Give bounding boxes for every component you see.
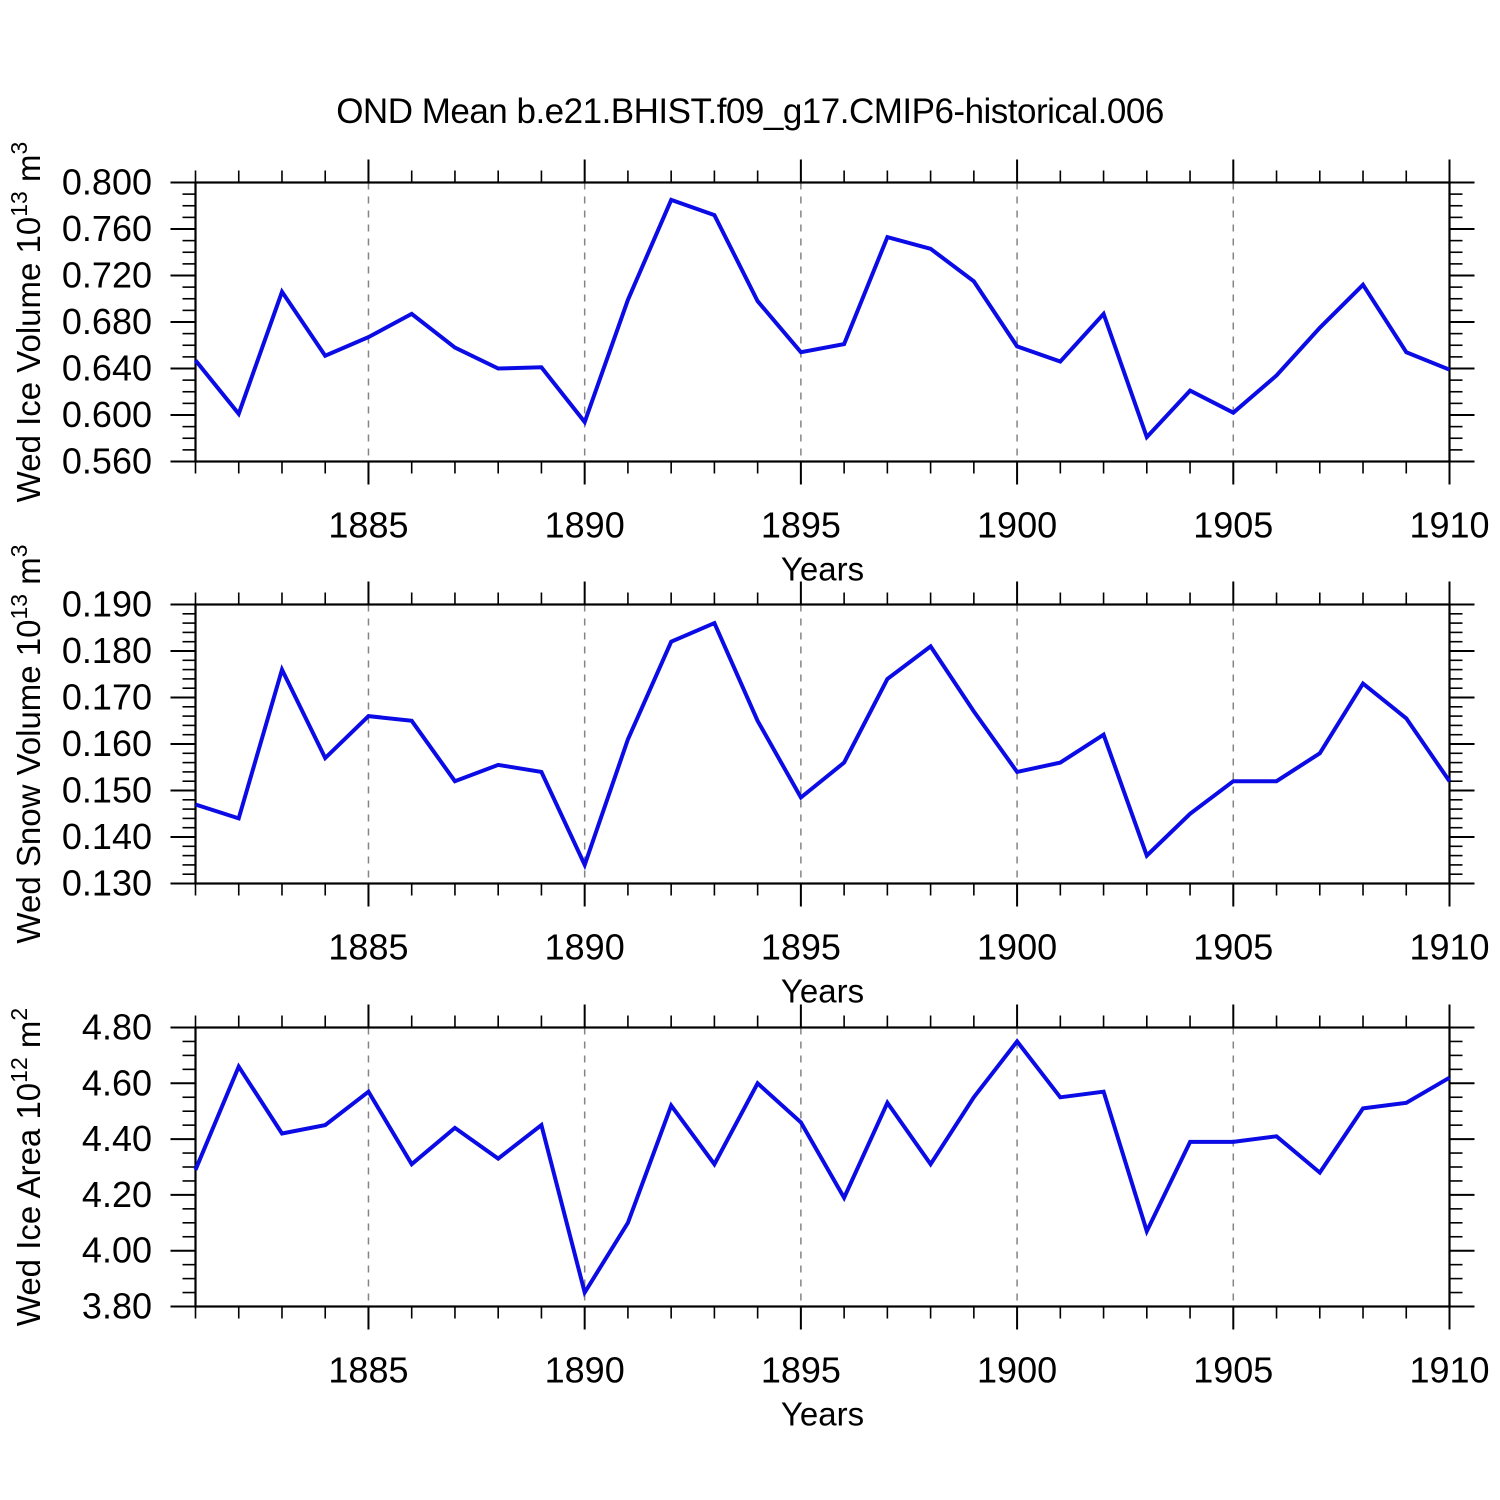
y-tick-label: 0.130 xyxy=(62,863,152,904)
y-tick-label: 0.560 xyxy=(62,441,152,482)
y-tick-label: 4.40 xyxy=(82,1118,152,1159)
x-tick-label: 1905 xyxy=(1193,1350,1273,1391)
x-tick-label: 1910 xyxy=(1409,1350,1489,1391)
y-tick-label: 0.760 xyxy=(62,208,152,249)
x-tick-label: 1885 xyxy=(328,927,408,968)
panel-wed-snow-volume: 0.130 0.140 0.150 0.160 0.170 0.180 0.190 1885 1… xyxy=(6,544,1490,1009)
x-tick-label: 1890 xyxy=(545,505,625,546)
y-tick-label: 0.160 xyxy=(62,723,152,764)
wed-ice-area-line xyxy=(193,1038,1451,1298)
x-tick-label: 1905 xyxy=(1193,927,1273,968)
y-tick-label: 0.800 xyxy=(62,162,152,203)
x-tick-label: 1885 xyxy=(328,505,408,546)
y-axis-title: Wed Snow Volume 1013 m3 xyxy=(6,544,47,943)
x-tick-label: 1890 xyxy=(545,927,625,968)
wed-ice-volume-line xyxy=(193,197,1451,441)
y-tick-label: 0.600 xyxy=(62,394,152,435)
x-axis-title: Years xyxy=(781,551,864,588)
x-tick-label: 1895 xyxy=(761,505,841,546)
y-tick-label: 0.140 xyxy=(62,816,152,857)
y-tick-label: 0.680 xyxy=(62,301,152,342)
y-axis-title: Wed Ice Area 1012 m2 xyxy=(6,1008,47,1326)
y-tick-label: 3.80 xyxy=(82,1286,152,1327)
x-tick-label: 1900 xyxy=(977,505,1057,546)
y-tick-label: 4.80 xyxy=(82,1007,152,1048)
x-tick-label: 1900 xyxy=(977,927,1057,968)
y-tick-label: 4.00 xyxy=(82,1230,152,1271)
x-tick-label: 1910 xyxy=(1409,505,1489,546)
x-tick-label: 1895 xyxy=(761,927,841,968)
x-tick-label: 1895 xyxy=(761,1350,841,1391)
y-tick-label: 0.150 xyxy=(62,770,152,811)
x-tick-label: 1885 xyxy=(328,1350,408,1391)
y-tick-label: 0.180 xyxy=(62,630,152,671)
x-tick-label: 1910 xyxy=(1409,927,1489,968)
y-tick-label: 4.20 xyxy=(82,1174,152,1215)
y-tick-label: 0.640 xyxy=(62,348,152,389)
y-axis-title: Wed Ice Volume 1013 m3 xyxy=(6,142,47,503)
plot-frame xyxy=(194,603,1451,885)
x-tick-label: 1900 xyxy=(977,1350,1057,1391)
x-axis-title: Years xyxy=(781,973,864,1010)
x-tick-label: 1905 xyxy=(1193,505,1273,546)
panel-wed-ice-volume: 0.560 0.600 0.640 0.680 0.720 0.760 0.800 1885 1… xyxy=(6,142,1490,588)
panel-wed-ice-area: 3.80 4.00 4.20 4.40 4.60 4.80 1885 1890 1895 1900… xyxy=(6,1004,1490,1433)
y-tick-label: 4.60 xyxy=(82,1062,152,1103)
y-tick-label: 0.170 xyxy=(62,677,152,718)
x-tick-label: 1890 xyxy=(545,1350,625,1391)
figure-title: OND Mean b.e21.BHIST.f09_g17.CMIP6-histo… xyxy=(336,92,1164,131)
plot-frame xyxy=(194,181,1451,463)
y-tick-label: 0.720 xyxy=(62,255,152,296)
y-tick-label: 0.190 xyxy=(62,584,152,625)
plot-frame xyxy=(194,1026,1451,1308)
wed-snow-volume-line xyxy=(194,620,1452,871)
x-axis-title: Years xyxy=(781,1396,864,1433)
